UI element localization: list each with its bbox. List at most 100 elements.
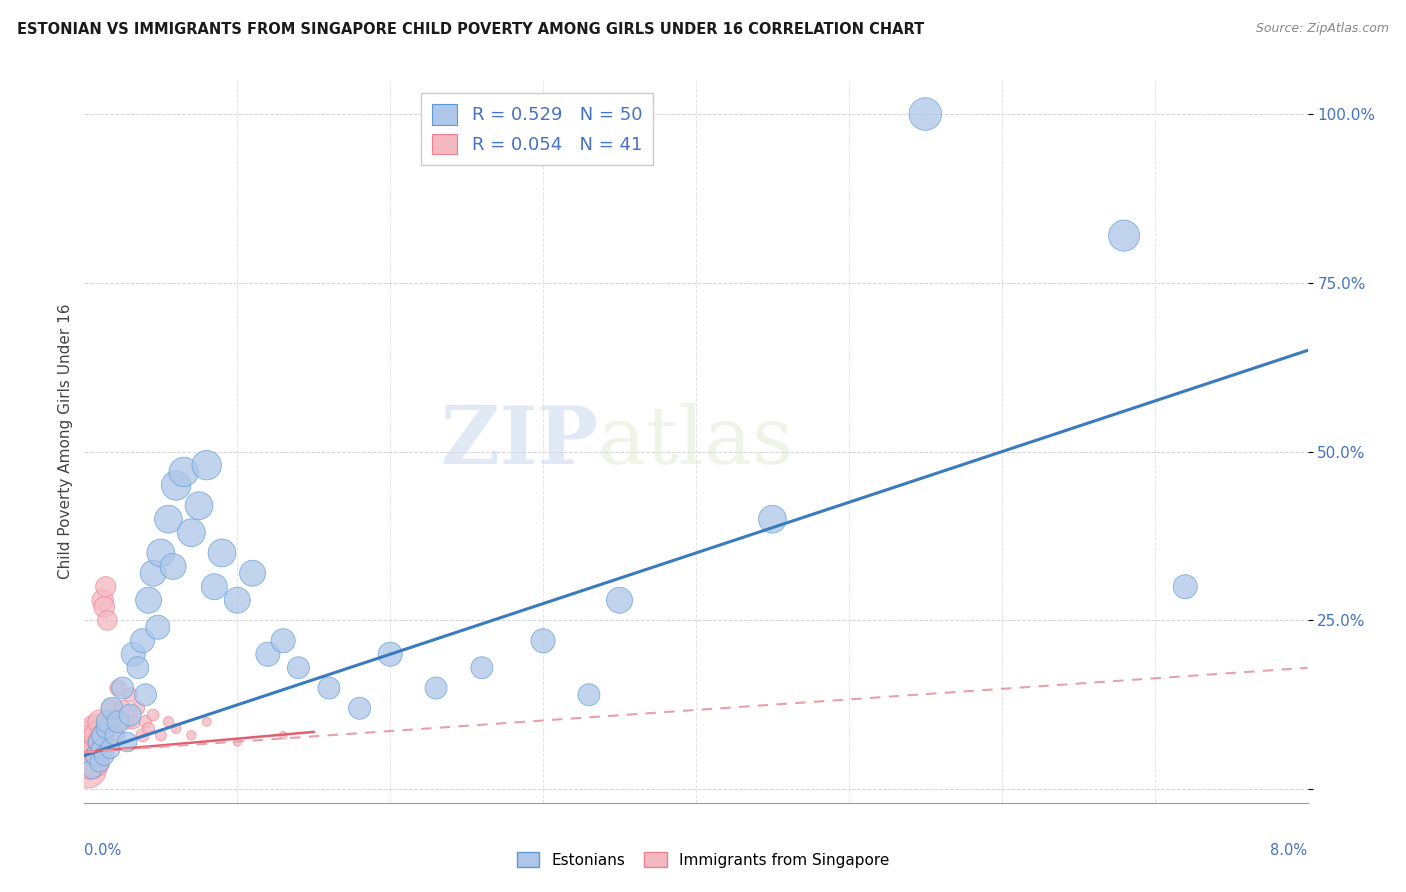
Point bbox=[162, 559, 184, 574]
Point bbox=[142, 566, 165, 581]
Point bbox=[87, 748, 110, 763]
Point bbox=[80, 741, 103, 756]
Point bbox=[83, 748, 105, 763]
Point bbox=[115, 714, 138, 729]
Point bbox=[115, 735, 138, 749]
Text: atlas: atlas bbox=[598, 402, 793, 481]
Point bbox=[271, 633, 294, 648]
Point bbox=[94, 580, 117, 594]
Point bbox=[80, 762, 103, 776]
Point bbox=[609, 593, 631, 607]
Point bbox=[165, 478, 187, 492]
Point bbox=[120, 688, 142, 702]
Text: 8.0%: 8.0% bbox=[1271, 843, 1308, 857]
Point bbox=[98, 741, 121, 756]
Point bbox=[101, 701, 124, 715]
Point bbox=[89, 735, 111, 749]
Point bbox=[578, 688, 600, 702]
Point bbox=[104, 728, 127, 742]
Point bbox=[83, 735, 105, 749]
Point bbox=[90, 741, 112, 756]
Point bbox=[138, 593, 160, 607]
Point bbox=[79, 756, 101, 770]
Point bbox=[122, 714, 145, 729]
Point bbox=[96, 614, 118, 628]
Point bbox=[131, 728, 153, 742]
Point bbox=[287, 661, 309, 675]
Point bbox=[425, 681, 447, 695]
Point bbox=[531, 633, 554, 648]
Point bbox=[202, 580, 225, 594]
Point bbox=[761, 512, 783, 526]
Point bbox=[1174, 580, 1197, 594]
Point bbox=[149, 546, 172, 560]
Point bbox=[135, 688, 157, 702]
Point bbox=[77, 748, 100, 763]
Point bbox=[80, 728, 103, 742]
Point bbox=[90, 741, 112, 756]
Point bbox=[157, 714, 180, 729]
Point bbox=[380, 647, 402, 661]
Point bbox=[165, 722, 187, 736]
Point bbox=[111, 681, 134, 695]
Point bbox=[1114, 228, 1136, 243]
Point bbox=[86, 741, 108, 756]
Point bbox=[89, 714, 111, 729]
Point bbox=[349, 701, 371, 715]
Point bbox=[91, 728, 114, 742]
Point bbox=[91, 593, 114, 607]
Point bbox=[84, 722, 107, 736]
Point bbox=[180, 525, 202, 540]
Point bbox=[76, 762, 98, 776]
Point bbox=[138, 722, 160, 736]
Point bbox=[157, 512, 180, 526]
Point bbox=[87, 735, 110, 749]
Point bbox=[107, 714, 129, 729]
Legend: R = 0.529   N = 50, R = 0.054   N = 41: R = 0.529 N = 50, R = 0.054 N = 41 bbox=[420, 93, 652, 165]
Text: ESTONIAN VS IMMIGRANTS FROM SINGAPORE CHILD POVERTY AMONG GIRLS UNDER 16 CORRELA: ESTONIAN VS IMMIGRANTS FROM SINGAPORE CH… bbox=[17, 22, 924, 37]
Y-axis label: Child Poverty Among Girls Under 16: Child Poverty Among Girls Under 16 bbox=[58, 304, 73, 579]
Point bbox=[131, 633, 153, 648]
Point bbox=[471, 661, 494, 675]
Legend: Estonians, Immigrants from Singapore: Estonians, Immigrants from Singapore bbox=[510, 846, 896, 873]
Point bbox=[142, 708, 165, 723]
Point bbox=[914, 107, 936, 121]
Point bbox=[226, 735, 249, 749]
Point bbox=[101, 714, 124, 729]
Point bbox=[149, 728, 172, 742]
Point bbox=[211, 546, 233, 560]
Point bbox=[146, 620, 169, 634]
Point bbox=[107, 681, 129, 695]
Point bbox=[86, 728, 108, 742]
Point bbox=[257, 647, 280, 661]
Point bbox=[120, 708, 142, 723]
Text: Source: ZipAtlas.com: Source: ZipAtlas.com bbox=[1256, 22, 1389, 36]
Point bbox=[173, 465, 195, 479]
Point bbox=[93, 599, 115, 614]
Point bbox=[89, 756, 111, 770]
Point bbox=[180, 728, 202, 742]
Point bbox=[195, 458, 218, 472]
Point bbox=[91, 728, 114, 742]
Point bbox=[271, 728, 294, 742]
Point bbox=[96, 722, 118, 736]
Point bbox=[122, 647, 145, 661]
Point bbox=[93, 748, 115, 763]
Text: 0.0%: 0.0% bbox=[84, 843, 121, 857]
Point bbox=[84, 748, 107, 763]
Point bbox=[111, 701, 134, 715]
Point bbox=[226, 593, 249, 607]
Point bbox=[135, 714, 157, 729]
Point bbox=[318, 681, 340, 695]
Point bbox=[104, 728, 127, 742]
Text: ZIP: ZIP bbox=[441, 402, 598, 481]
Point bbox=[188, 499, 211, 513]
Point bbox=[98, 701, 121, 715]
Point bbox=[127, 701, 149, 715]
Point bbox=[84, 756, 107, 770]
Point bbox=[242, 566, 264, 581]
Point bbox=[195, 714, 218, 729]
Point bbox=[94, 722, 117, 736]
Point bbox=[96, 714, 118, 729]
Point bbox=[127, 661, 149, 675]
